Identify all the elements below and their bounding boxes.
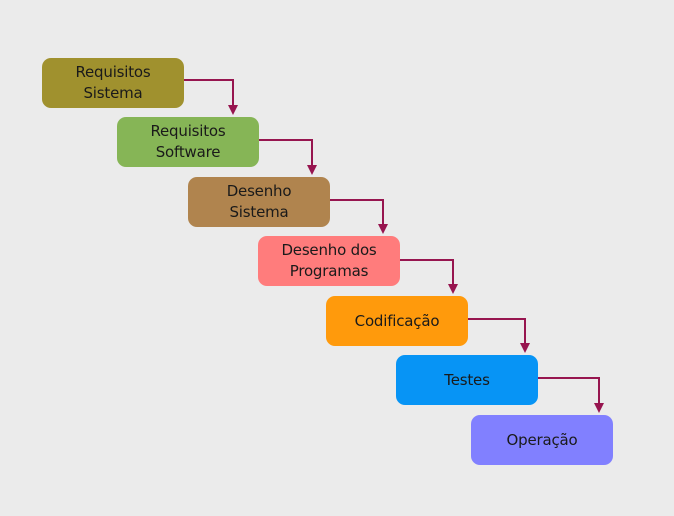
arrow-4-to-5 xyxy=(400,259,458,294)
step-desenho-programas: Desenho dos Programas xyxy=(258,236,400,286)
step-label: Requisitos Software xyxy=(150,122,226,161)
arrow-6-to-7 xyxy=(538,377,604,413)
step-requisitos-sistema: Requisitos Sistema xyxy=(42,58,184,108)
arrow-5-to-6 xyxy=(468,318,530,353)
step-label: Codificação xyxy=(354,311,440,330)
step-label: Requisitos Sistema xyxy=(75,63,151,102)
arrow-1-to-2 xyxy=(184,79,238,115)
step-requisitos-software: Requisitos Software xyxy=(117,117,259,167)
step-label: Desenho dos Programas xyxy=(281,241,377,280)
step-testes: Testes xyxy=(396,355,538,405)
step-label: Operação xyxy=(506,430,578,449)
step-desenho-sistema: Desenho Sistema xyxy=(188,177,330,227)
step-operacao: Operação xyxy=(471,415,613,465)
arrow-2-to-3 xyxy=(259,139,317,175)
arrow-3-to-4 xyxy=(330,199,388,234)
step-label: Testes xyxy=(444,370,490,389)
step-label: Desenho Sistema xyxy=(226,182,292,221)
step-codificacao: Codificação xyxy=(326,296,468,346)
